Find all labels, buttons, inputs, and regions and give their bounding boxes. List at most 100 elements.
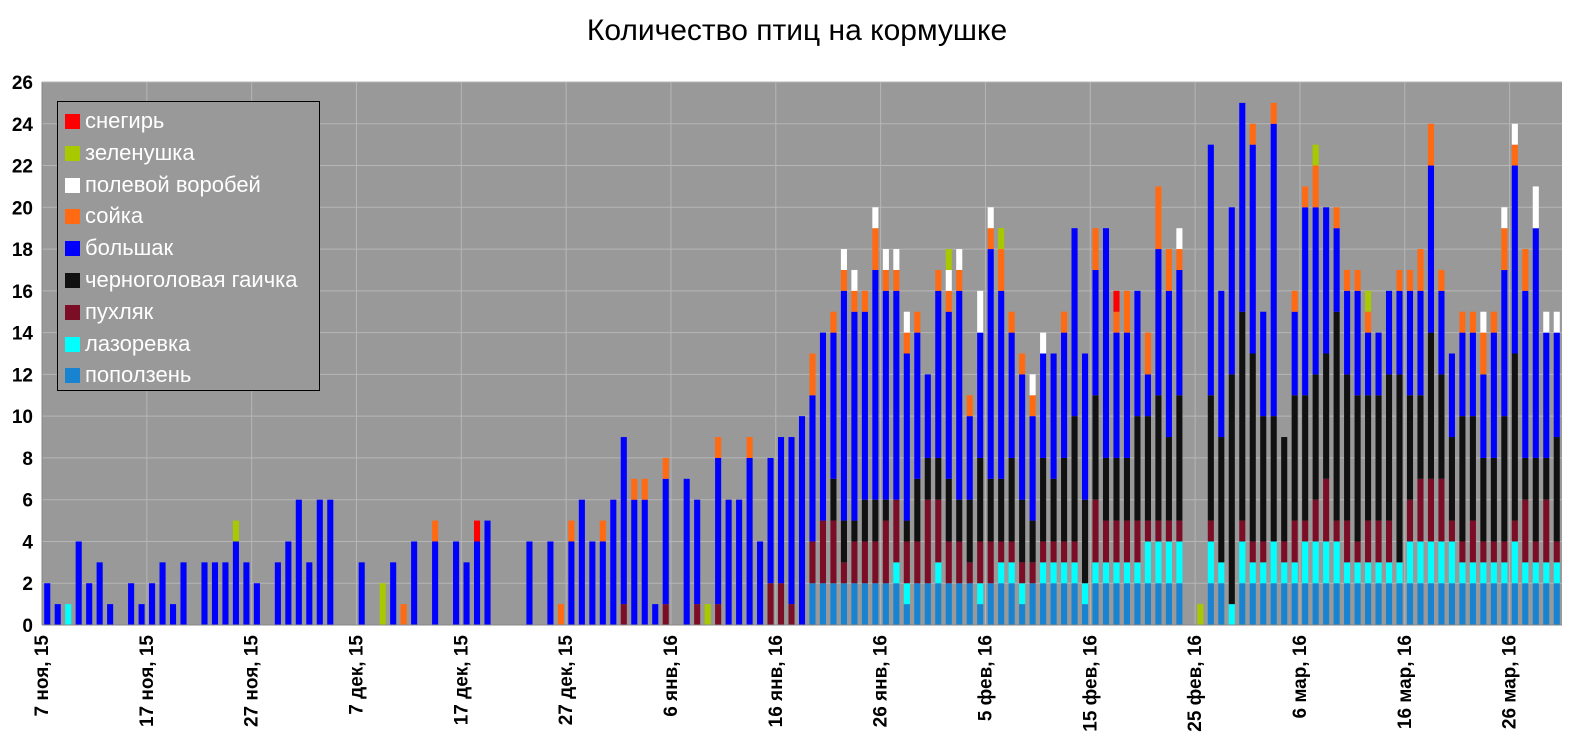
bar-segment-chernogolovaya-gaichka xyxy=(1448,437,1455,521)
bar-segment-puhlyak xyxy=(1522,499,1529,563)
bar-segment-zelenushka xyxy=(998,228,1005,250)
bar-segment-bolshak xyxy=(1081,353,1089,500)
bar-segment-soyka xyxy=(1365,311,1372,333)
bar-segment-bolshak xyxy=(882,290,889,500)
bar-segment-soyka xyxy=(1029,395,1036,417)
legend-label: полевой воробей xyxy=(85,171,261,197)
bar-segment-soyka xyxy=(987,228,994,250)
bar-segment-bolshak xyxy=(1029,416,1036,521)
bar-segment-bolshak xyxy=(306,562,313,625)
bar-segment-bolshak xyxy=(1553,332,1560,438)
bar-segment-puhlyak xyxy=(1553,541,1560,563)
bar-segment-puhlyak xyxy=(1239,520,1246,542)
bar-segment-chernogolovaya-gaichka xyxy=(956,499,963,542)
bar-segment-chernogolovaya-gaichka xyxy=(1365,395,1372,521)
bar-segment-chernogolovaya-gaichka xyxy=(1323,353,1330,479)
bar-segment-popolzen xyxy=(1312,583,1319,625)
bar-segment-puhlyak xyxy=(830,520,837,584)
bar-segment-bolshak xyxy=(914,332,921,479)
bar-segment-snegir xyxy=(1113,290,1120,312)
bar-segment-lazorevka xyxy=(1270,541,1277,584)
bar-segment-chernogolovaya-gaichka xyxy=(1092,395,1099,500)
bar-segment-bolshak xyxy=(1427,165,1435,333)
bar-segment-popolzen xyxy=(1019,604,1026,625)
bar-segment-bolshak xyxy=(956,290,963,500)
bar-segment-popolzen xyxy=(956,583,963,625)
bar-segment-chernogolovaya-gaichka xyxy=(830,478,837,521)
bar-segment-bolshak xyxy=(547,541,554,625)
bar-segment-lazorevka xyxy=(1365,562,1372,584)
bar-segment-bolshak xyxy=(998,290,1005,479)
bar-segment-bolshak xyxy=(1050,353,1057,479)
bar-segment-lazorevka xyxy=(1102,562,1110,584)
bar-segment-lazorevka xyxy=(1344,562,1351,584)
bar-segment-bolshak xyxy=(840,290,847,521)
legend-label: снегирь xyxy=(85,108,165,133)
bar-segment-lazorevka xyxy=(1406,541,1414,584)
bar-segment-bolshak xyxy=(683,478,690,625)
bar-segment-chernogolovaya-gaichka xyxy=(1480,457,1487,542)
bar-segment-chernogolovaya-gaichka xyxy=(914,478,921,542)
bar-segment-bolshak xyxy=(893,290,900,500)
y-tick-label: 26 xyxy=(12,73,33,94)
bar-segment-soyka xyxy=(966,395,973,417)
bar-segment-popolzen xyxy=(1218,583,1225,625)
bar-segment-popolzen xyxy=(1469,583,1476,625)
bar-segment-bolshak xyxy=(96,562,103,625)
bar-segment-popolzen xyxy=(1239,583,1246,625)
bar-segment-polevoy-vorobey xyxy=(903,311,910,333)
bar-segment-lazorevka xyxy=(1144,541,1151,584)
x-tick-label: 7 ноя, 15 xyxy=(32,635,53,717)
bar-segment-bolshak xyxy=(1459,332,1466,417)
x-tick-label: 16 янв, 16 xyxy=(766,635,787,727)
bar-segment-bolshak xyxy=(232,541,239,625)
bar-segment-puhlyak xyxy=(987,541,994,584)
bar-segment-bolshak xyxy=(1008,332,1015,458)
bar-segment-bolshak xyxy=(86,583,93,625)
bar-segment-bolshak xyxy=(1249,144,1256,354)
bar-segment-bolshak xyxy=(1480,374,1487,458)
bar-segment-popolzen xyxy=(1406,583,1414,625)
legend-label: сойка xyxy=(85,203,144,229)
bar-segment-bolshak xyxy=(757,541,764,625)
bar-segment-chernogolovaya-gaichka xyxy=(1071,416,1078,542)
bar-segment-bolshak xyxy=(1438,290,1445,375)
bar-segment-soyka xyxy=(1469,311,1476,333)
bar-segment-puhlyak xyxy=(777,583,785,625)
bar-segment-bolshak xyxy=(358,562,365,625)
bar-segment-chernogolovaya-gaichka xyxy=(1490,457,1497,542)
legend-swatch xyxy=(65,336,80,352)
chart-title: Количество птиц на кормушке xyxy=(586,14,1008,47)
bars-layer xyxy=(44,102,1560,625)
bar-segment-popolzen xyxy=(1459,583,1466,625)
bar-segment-bolshak xyxy=(1123,332,1131,458)
bar-segment-puhlyak xyxy=(1365,520,1372,563)
bar-segment-chernogolovaya-gaichka xyxy=(882,499,889,521)
bar-segment-lazorevka xyxy=(903,583,910,605)
bar-segment-lazorevka xyxy=(1522,562,1529,584)
legend-label: пухляк xyxy=(85,298,154,324)
bar-segment-lazorevka xyxy=(1113,562,1120,584)
bar-segment-chernogolovaya-gaichka xyxy=(1385,374,1393,521)
bar-segment-soyka xyxy=(872,228,879,270)
bar-segment-lazorevka xyxy=(1438,541,1445,584)
bar-segment-puhlyak xyxy=(1532,541,1539,563)
bar-segment-bolshak xyxy=(1312,207,1319,375)
bar-segment-bolshak xyxy=(819,332,827,521)
bar-segment-bolshak xyxy=(432,541,439,625)
bar-segment-popolzen xyxy=(1417,583,1424,625)
bar-segment-lazorevka xyxy=(935,562,942,584)
bar-segment-soyka xyxy=(1019,353,1026,375)
bar-segment-puhlyak xyxy=(851,541,858,584)
bar-segment-chernogolovaya-gaichka xyxy=(1050,478,1057,542)
bar-segment-lazorevka xyxy=(65,604,72,625)
bar-segment-puhlyak xyxy=(1102,520,1110,563)
bar-segment-popolzen xyxy=(977,604,984,625)
bar-segment-popolzen xyxy=(1344,583,1351,625)
bar-segment-soyka xyxy=(715,437,722,458)
bar-segment-puhlyak xyxy=(1029,562,1036,584)
bar-segment-chernogolovaya-gaichka xyxy=(1176,395,1183,521)
x-tick-label: 26 мар, 16 xyxy=(1500,635,1521,729)
bar-segment-bolshak xyxy=(1092,269,1099,396)
bar-segment-puhlyak xyxy=(1071,541,1078,563)
